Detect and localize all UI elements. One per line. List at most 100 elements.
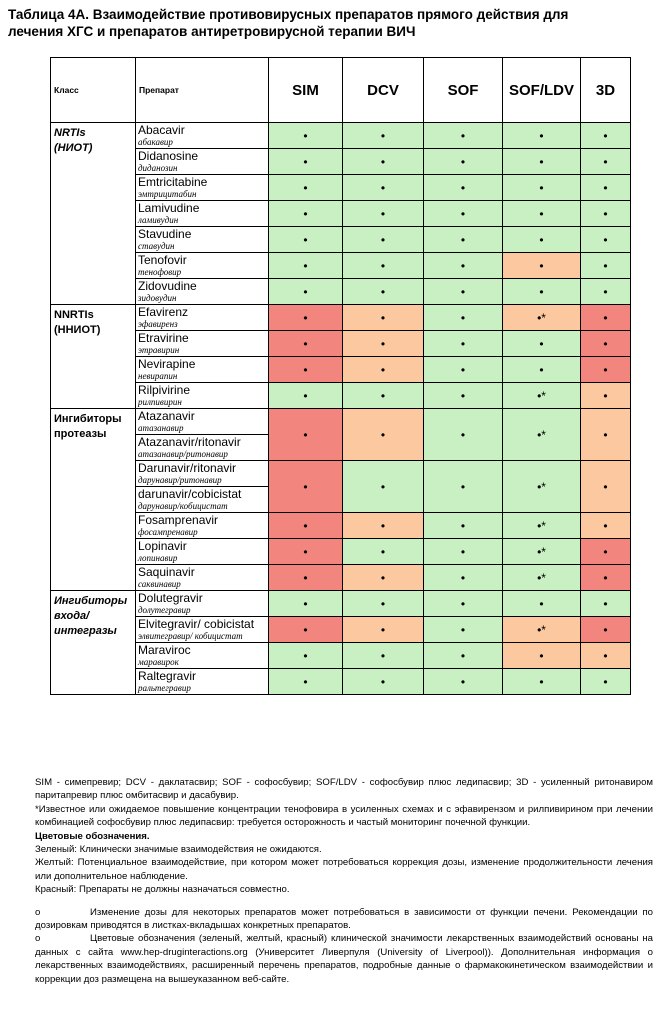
drug-cell: Atazanavir атазанавир Atazanavir/ritonavir… (135, 408, 269, 461)
note-text: Желтый: Потенциальное взаимодействие, пр… (35, 857, 653, 882)
interaction-cell: • (342, 174, 424, 201)
drug-cell: Etravirine этравирин (135, 330, 269, 357)
interaction-cell: • (342, 538, 424, 565)
interaction-cell: • (580, 538, 631, 565)
interaction-cell: • (502, 642, 581, 669)
interaction-cell: • (423, 304, 503, 331)
header-cell: SIM (268, 57, 343, 123)
table-row: Fosamprenavir фосампренавир • • • •* • (51, 512, 631, 539)
class-label: входа/ (54, 610, 90, 622)
drug-name: Didanosine (138, 149, 199, 163)
interaction-cell: • (423, 226, 503, 253)
interaction-cell: • (423, 252, 503, 279)
drug-name: Nevirapine (138, 357, 196, 371)
drug-name-ru: этравирин (138, 345, 180, 355)
drug-name-ru: дарунавир/ритонавир (136, 475, 268, 487)
drug-name-ru: ламивудин (138, 215, 179, 225)
interaction-cell: • (502, 278, 581, 305)
drug-name-ru: саквинавир (138, 579, 181, 589)
interaction-cell: • (268, 226, 343, 253)
interaction-cell: • (580, 174, 631, 201)
drug-name: Atazanavir/ritonavir (138, 435, 241, 449)
table-row: Zidovudine зидовудин • • • • • (51, 278, 631, 305)
interaction-cell: •* (502, 382, 581, 409)
drug-cell: Zidovudine зидовудин (135, 278, 269, 305)
note-text: Цветовые обозначения. (35, 830, 150, 842)
drug-name: Abacavir (138, 123, 185, 137)
interaction-cell: • (268, 538, 343, 565)
interaction-cell: • (423, 616, 503, 643)
drug-name: Atazanavir (138, 409, 195, 423)
drug-name: Rilpivirine (138, 383, 191, 397)
table-row: Saquinavir саквинавир • • • •* • (51, 564, 631, 591)
note: Зеленый: Клинически значимые взаимодейст… (35, 843, 653, 856)
interaction-cell: • (268, 356, 343, 383)
bullet: o (35, 906, 41, 918)
interaction-cell: • (268, 278, 343, 305)
note-text: Изменение дозы для некоторых препаратов … (35, 906, 653, 932)
interaction-cell: • (342, 512, 424, 539)
interaction-cell: • (423, 642, 503, 669)
bullet: o (35, 933, 41, 945)
class-label: протеазы (54, 428, 107, 440)
drug-cell: Darunavir/ritonavir дарунавир/ритонавир da… (135, 460, 269, 513)
notes: SIM - симепревир; DCV - даклатасвир; SOF… (35, 776, 653, 986)
drug-name-ru: абакавир (138, 137, 173, 147)
drug-name: Zidovudine (138, 279, 197, 293)
interaction-cell: • (268, 642, 343, 669)
interaction-cell: • (342, 200, 424, 227)
drug-name-ru: долутегравир (138, 605, 191, 615)
class-cell: Ингибиторы протеазы (50, 408, 136, 591)
interaction-cell: • (502, 174, 581, 201)
header-row: Класс Препарат SIM DCV SOF SOF/LDV 3D (50, 57, 631, 123)
drug-cell: Efavirenz эфавиренз (135, 304, 269, 331)
interaction-cell: • (502, 252, 581, 279)
interaction-cell: •* (502, 512, 581, 539)
class-label: Ингибиторы (54, 413, 122, 425)
table-row: Emtricitabine эмтрицитабин • • • • • (51, 174, 631, 201)
drug-name: Darunavir/ritonavir (138, 461, 237, 475)
interaction-cell: • (342, 642, 424, 669)
interaction-cell: • (502, 200, 581, 227)
interaction-cell: • (580, 564, 631, 591)
interaction-cell: • (268, 668, 343, 695)
note-text: *Известное или ожидаемое повышение конце… (35, 803, 653, 829)
interaction-cell: • (268, 200, 343, 227)
interaction-cell: • (580, 668, 631, 695)
drug-name-ru: маравирок (138, 657, 179, 667)
interaction-cell: • (268, 408, 343, 461)
drug-name: Saquinavir (138, 565, 195, 579)
interaction-cell: • (580, 642, 631, 669)
interaction-cell: • (342, 382, 424, 409)
drug-cell: Lopinavir лопинавир (135, 538, 269, 565)
drug-name: Lamivudine (138, 201, 200, 215)
class-label: NNRTIs (54, 309, 94, 321)
drug-name: Maraviroc (138, 643, 191, 657)
interaction-cell: • (580, 278, 631, 305)
drug-name-ru: эмтрицитабин (138, 189, 197, 199)
interaction-cell: • (423, 590, 503, 617)
drug-name-ru: эфавиренз (138, 319, 178, 329)
drug-name-ru: элвитегравир/ кобицистат (138, 631, 243, 641)
interaction-cell: • (342, 226, 424, 253)
interaction-cell: • (502, 330, 581, 357)
interaction-cell: • (268, 330, 343, 357)
table-row: Ингибиторы входа/интегразы Dolutegravir дол… (50, 590, 631, 695)
drug-cell: Stavudine ставудин (135, 226, 269, 253)
interaction-cell: • (342, 148, 424, 175)
drug-cell: Raltegravir ральтегравир (135, 668, 269, 695)
drug-cell: Saquinavir саквинавир (135, 564, 269, 591)
interaction-cell: • (342, 330, 424, 357)
note: Красный: Препараты не должны назначаться… (35, 883, 653, 896)
drug-name-ru: атазанавир (136, 423, 268, 435)
interaction-cell: • (580, 616, 631, 643)
note-text: Цветовые обозначения (зеленый, желтый, к… (35, 933, 653, 985)
drug-name-ru: диданозин (138, 163, 178, 173)
interaction-cell: • (423, 512, 503, 539)
interaction-cell: • (580, 382, 631, 409)
interaction-cell: • (580, 408, 631, 461)
drug-name-ru: тенофовир (138, 267, 182, 277)
drug-cell: Nevirapine невирапин (135, 356, 269, 383)
drug-cell: Didanosine диданозин (135, 148, 269, 175)
title: Таблица 4А. Взаимодействие противовирусн… (8, 6, 658, 40)
